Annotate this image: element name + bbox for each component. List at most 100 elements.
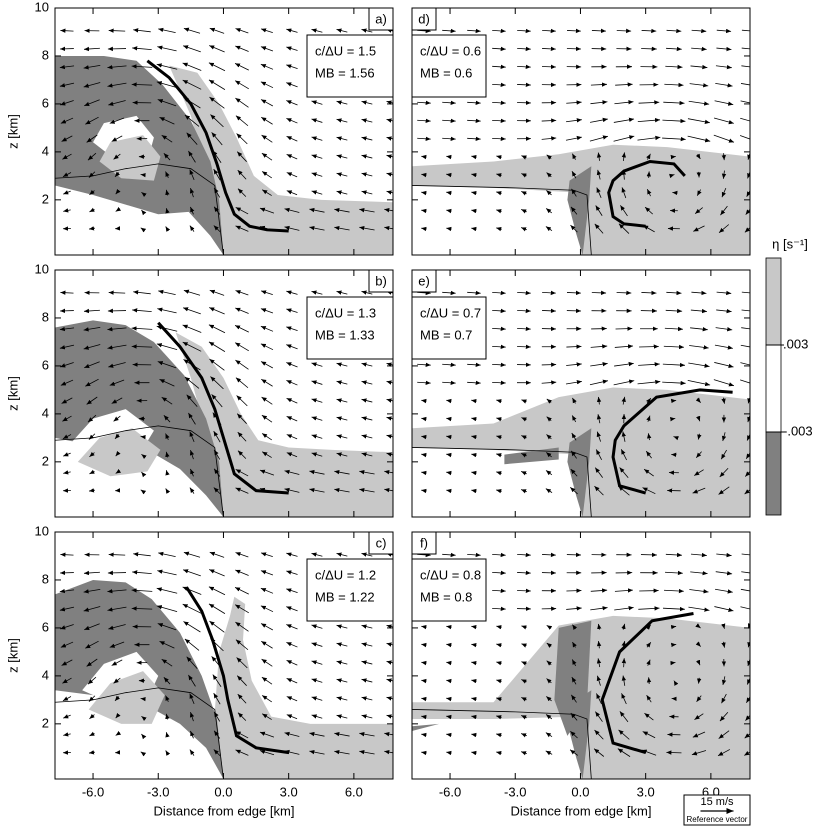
- annotation-box: [306, 558, 394, 622]
- wind-vector: [520, 751, 527, 756]
- wind-vector: [716, 28, 732, 34]
- wind-vector: [131, 82, 153, 87]
- wind-vector: [361, 398, 373, 403]
- wind-vector: [520, 227, 527, 232]
- wind-vector: [157, 361, 177, 369]
- wind-vector: [157, 569, 177, 576]
- wind-vector: [235, 97, 249, 108]
- wind-vector: [63, 732, 71, 737]
- wind-vector: [688, 362, 710, 368]
- curve: [146, 59, 289, 233]
- wind-vector: [621, 152, 627, 162]
- wind-vector: [108, 100, 126, 106]
- wind-vector: [189, 188, 195, 198]
- wind-vector: [520, 489, 527, 494]
- wind-vector: [421, 190, 427, 196]
- wind-vector: [421, 714, 427, 720]
- wind-vector: [311, 452, 323, 457]
- wind-vector: [546, 172, 552, 178]
- wind-vector: [235, 487, 249, 494]
- wind-vector: [697, 433, 702, 440]
- wind-vector: [720, 205, 728, 216]
- wind-vector: [83, 308, 100, 314]
- wind-vector: [641, 290, 657, 296]
- y-tick-label: 2: [42, 191, 49, 206]
- wind-vector: [715, 571, 733, 576]
- reference-caption: Reference vector: [687, 815, 748, 824]
- wind-vector: [646, 694, 652, 703]
- wind-vector: [361, 624, 373, 629]
- wind-vector: [311, 154, 323, 159]
- wind-vector: [83, 82, 101, 88]
- wind-vector: [261, 640, 273, 649]
- wind-vector: [111, 659, 123, 666]
- colorbar-title: η [s⁻¹]: [772, 236, 808, 251]
- wind-vector: [717, 749, 731, 757]
- wind-vector: [545, 732, 553, 738]
- wind-vector: [165, 451, 170, 458]
- wind-vector: [161, 658, 173, 667]
- wind-vector: [646, 397, 652, 404]
- wind-vector: [286, 308, 298, 313]
- wind-vector: [492, 290, 506, 296]
- wind-vector: [159, 378, 175, 387]
- wind-vector: [521, 435, 527, 440]
- wind-vector: [189, 431, 195, 443]
- wind-vector: [471, 714, 477, 720]
- wind-vector: [163, 415, 171, 423]
- wind-vector: [61, 659, 73, 666]
- negative-region: [567, 166, 592, 255]
- wind-vector: [235, 307, 249, 314]
- wind-vector: [209, 96, 225, 109]
- wind-vector: [156, 63, 178, 70]
- wind-vector: [208, 603, 226, 614]
- wind-vector: [107, 588, 127, 594]
- wind-vector: [446, 624, 452, 630]
- wind-vector: [421, 416, 427, 422]
- wind-vector: [59, 344, 75, 350]
- wind-vector: [496, 209, 502, 214]
- wind-vector: [621, 623, 626, 630]
- wind-vector: [446, 172, 452, 178]
- wind-vector: [690, 64, 708, 70]
- wind-vector: [86, 396, 98, 405]
- wind-vector: [690, 308, 707, 314]
- wind-vector: [589, 379, 608, 386]
- wind-vector: [235, 569, 249, 576]
- wind-vector: [157, 623, 177, 631]
- colorbar-segment: [765, 257, 782, 346]
- wind-vector: [662, 606, 685, 612]
- colorbar-segment: [765, 344, 782, 433]
- wind-vector: [261, 378, 273, 387]
- wind-vector: [471, 226, 477, 232]
- wind-vector: [442, 362, 456, 368]
- wind-vector: [361, 362, 373, 367]
- wind-vector: [695, 153, 701, 160]
- wind-vector: [361, 172, 373, 177]
- wind-vector: [421, 208, 427, 214]
- wind-vector: [107, 82, 127, 88]
- wind-vector: [386, 172, 393, 177]
- wind-vector: [471, 452, 477, 458]
- wind-vector: [496, 697, 502, 702]
- wind-vector: [690, 326, 708, 332]
- wind-vector: [115, 450, 121, 457]
- wind-vector: [286, 172, 298, 178]
- wind-vector: [361, 290, 373, 295]
- wind-vector: [108, 290, 126, 295]
- wind-vector: [284, 487, 300, 493]
- wind-vector: [336, 136, 348, 141]
- wind-vector: [597, 623, 602, 630]
- wind-vector: [714, 100, 734, 106]
- wind-vector: [665, 552, 683, 558]
- wind-vector: [692, 487, 706, 494]
- annotation: c/ΔU = 1.5: [315, 43, 376, 58]
- wind-vector: [718, 224, 730, 234]
- wind-vector: [721, 641, 726, 648]
- wind-vector: [689, 589, 709, 594]
- wind-vector: [644, 712, 654, 721]
- wind-vector: [261, 116, 273, 125]
- wind-vector: [618, 223, 630, 234]
- wind-vector: [492, 100, 506, 106]
- wind-vector: [721, 693, 727, 704]
